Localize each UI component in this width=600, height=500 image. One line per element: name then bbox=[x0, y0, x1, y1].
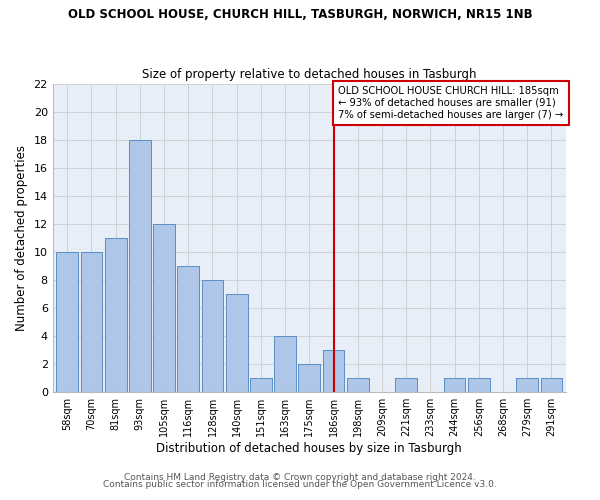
Y-axis label: Number of detached properties: Number of detached properties bbox=[15, 145, 28, 331]
Bar bbox=[298, 364, 320, 392]
Bar bbox=[516, 378, 538, 392]
Bar bbox=[443, 378, 466, 392]
Bar bbox=[323, 350, 344, 392]
Bar bbox=[80, 252, 102, 392]
Text: OLD SCHOOL HOUSE, CHURCH HILL, TASBURGH, NORWICH, NR15 1NB: OLD SCHOOL HOUSE, CHURCH HILL, TASBURGH,… bbox=[68, 8, 532, 20]
Bar bbox=[395, 378, 417, 392]
X-axis label: Distribution of detached houses by size in Tasburgh: Distribution of detached houses by size … bbox=[157, 442, 462, 455]
Bar bbox=[129, 140, 151, 392]
Text: OLD SCHOOL HOUSE CHURCH HILL: 185sqm
← 93% of detached houses are smaller (91)
7: OLD SCHOOL HOUSE CHURCH HILL: 185sqm ← 9… bbox=[338, 86, 563, 120]
Bar bbox=[541, 378, 562, 392]
Bar bbox=[56, 252, 78, 392]
Bar bbox=[250, 378, 272, 392]
Bar bbox=[202, 280, 223, 392]
Bar bbox=[226, 294, 248, 392]
Text: Contains HM Land Registry data © Crown copyright and database right 2024.: Contains HM Land Registry data © Crown c… bbox=[124, 473, 476, 482]
Text: Contains public sector information licensed under the Open Government Licence v3: Contains public sector information licen… bbox=[103, 480, 497, 489]
Bar bbox=[153, 224, 175, 392]
Title: Size of property relative to detached houses in Tasburgh: Size of property relative to detached ho… bbox=[142, 68, 476, 81]
Bar bbox=[468, 378, 490, 392]
Bar bbox=[347, 378, 368, 392]
Bar bbox=[178, 266, 199, 392]
Bar bbox=[274, 336, 296, 392]
Bar bbox=[105, 238, 127, 392]
